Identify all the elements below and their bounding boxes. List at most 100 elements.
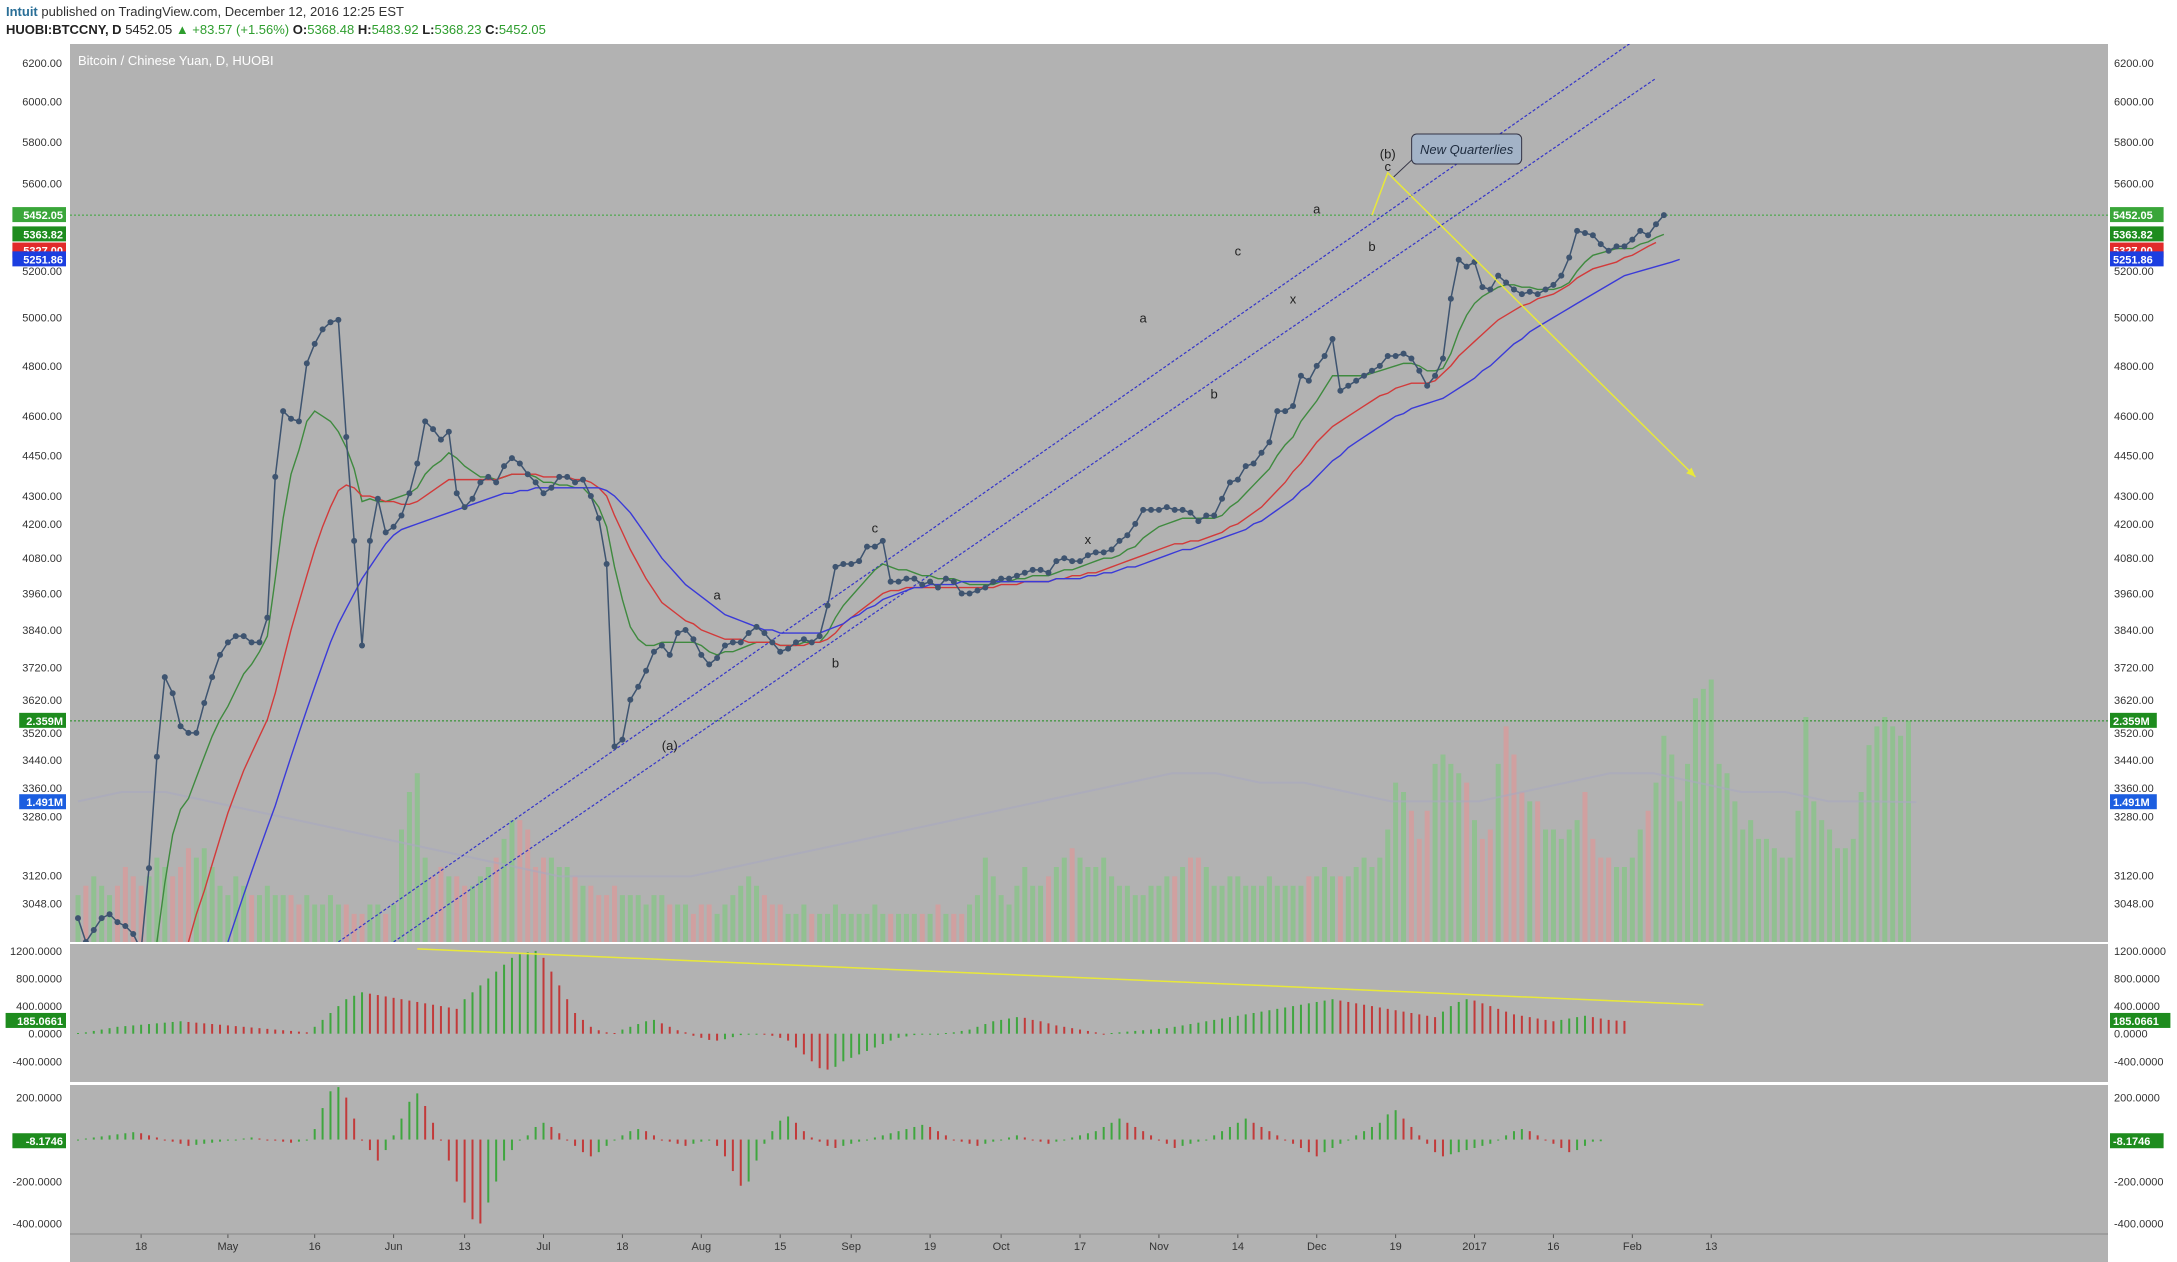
oscillator-2-bar [1292, 1139, 1295, 1144]
price-point [390, 523, 397, 530]
price-point [911, 575, 918, 582]
volume-bar [170, 876, 176, 942]
oscillator-2-bar [1591, 1139, 1594, 1142]
oscillator-2-bar [329, 1091, 332, 1140]
volume-bar [1377, 857, 1383, 942]
volume-bar [1621, 867, 1627, 942]
price-point [1258, 449, 1265, 456]
oscillator-2-bar [534, 1126, 537, 1140]
oscillator-2-bar [1102, 1126, 1105, 1140]
price-point [887, 578, 894, 585]
volume-bar [1905, 720, 1911, 942]
oscillator-1-bar [1489, 1006, 1492, 1034]
oscillator-2-bar [1110, 1122, 1113, 1140]
volume-bar [690, 913, 696, 942]
oscillator-1-bar [400, 999, 403, 1034]
oscillator-1-bar [1150, 1029, 1153, 1034]
volume-bar [1685, 763, 1691, 942]
oscillator-2-bar [731, 1139, 734, 1172]
oscillator-2-bar [1299, 1139, 1302, 1148]
volume-bar [1787, 857, 1793, 942]
oscillator-1-bar [203, 1023, 206, 1034]
oscillator-1-bar [1260, 1011, 1263, 1034]
oscillator-2-bar [881, 1135, 884, 1140]
price-point [966, 590, 973, 597]
oscillator-2-bar [1047, 1139, 1050, 1144]
volume-bar [1101, 857, 1107, 942]
oscillator-1-bar [392, 997, 395, 1034]
price-point [729, 639, 736, 646]
price-point [1495, 272, 1502, 279]
oscillator-1-bar [858, 1033, 861, 1055]
oscillator-1-bar [226, 1025, 229, 1034]
oscillator-1-bar [763, 1033, 766, 1035]
volume-bar [896, 913, 902, 942]
oscillator-1-bar [187, 1021, 190, 1034]
wave-label: b [1211, 386, 1218, 401]
volume-bar [454, 876, 460, 942]
oscillator-2-bar [1434, 1139, 1437, 1153]
price-point [619, 736, 626, 743]
oscillator-2-bar [660, 1139, 663, 1141]
oscillator-1-bar [526, 952, 529, 1034]
volume-bar [1077, 857, 1083, 942]
price-point [1195, 518, 1202, 525]
volume-bar [832, 904, 838, 942]
oscillator-2-bar [361, 1139, 364, 1141]
price-point [295, 418, 302, 425]
price-point [311, 340, 318, 347]
volume-bar [556, 867, 562, 942]
price-tick-label-right: 3620.00 [2114, 695, 2154, 707]
oscillator-1-bar [676, 1030, 679, 1034]
oscillator-1-bar [637, 1024, 640, 1034]
volume-bar [1700, 688, 1706, 942]
price-point [919, 581, 926, 588]
oscillator-1-bar [542, 957, 545, 1034]
volume-bar [1779, 857, 1785, 942]
oscillator-2-bar [487, 1139, 490, 1203]
oscillator-1-bar [976, 1026, 979, 1034]
oscillator-1-bar [290, 1030, 293, 1034]
volume-bar [1740, 829, 1746, 942]
oscillator-2-bar [1236, 1122, 1239, 1140]
volume-bar [1850, 838, 1856, 942]
publisher-name[interactable]: Intuit [6, 4, 38, 19]
volume-bar [1203, 867, 1209, 942]
price-point [958, 590, 965, 597]
volume-bar [83, 885, 89, 942]
oscillator-2-bar [605, 1139, 608, 1146]
volume-bar [785, 913, 791, 942]
volume-bar [1274, 885, 1280, 942]
volume-bar [533, 867, 539, 942]
oscillator-1-bar [1583, 1015, 1586, 1034]
price-point [572, 479, 579, 486]
oscillator-1-bar [408, 1000, 411, 1034]
oscillator-2-bar [1284, 1139, 1287, 1141]
oscillator-1-bar [944, 1033, 947, 1035]
price-point [666, 651, 673, 658]
price-point [974, 587, 981, 594]
price-point [808, 639, 815, 646]
price-point [161, 674, 168, 681]
oscillator-2-bar [211, 1139, 214, 1143]
volume-bar [225, 895, 231, 942]
price-point [1297, 372, 1304, 379]
volume-bar [588, 885, 594, 942]
volume-ma-badge-right-bg [2110, 794, 2157, 810]
high-value: 5483.92 [371, 22, 419, 37]
oscillator-1-bar [1544, 1019, 1547, 1034]
oscillator-1-bar [629, 1026, 632, 1034]
price-point [280, 408, 287, 415]
oscillator-1-bar [1055, 1025, 1058, 1034]
oscillator-2-bar [1205, 1139, 1208, 1141]
low-value: 5368.23 [434, 22, 482, 37]
oscillator-2-bar [266, 1139, 269, 1141]
ma-green-badge-left: 5363.82 [23, 229, 63, 241]
volume-bar [1716, 763, 1722, 942]
price-point [437, 436, 444, 443]
oscillator-1-bar [842, 1033, 845, 1062]
oscillator-2-bar [1520, 1129, 1523, 1140]
price-point [556, 473, 563, 480]
